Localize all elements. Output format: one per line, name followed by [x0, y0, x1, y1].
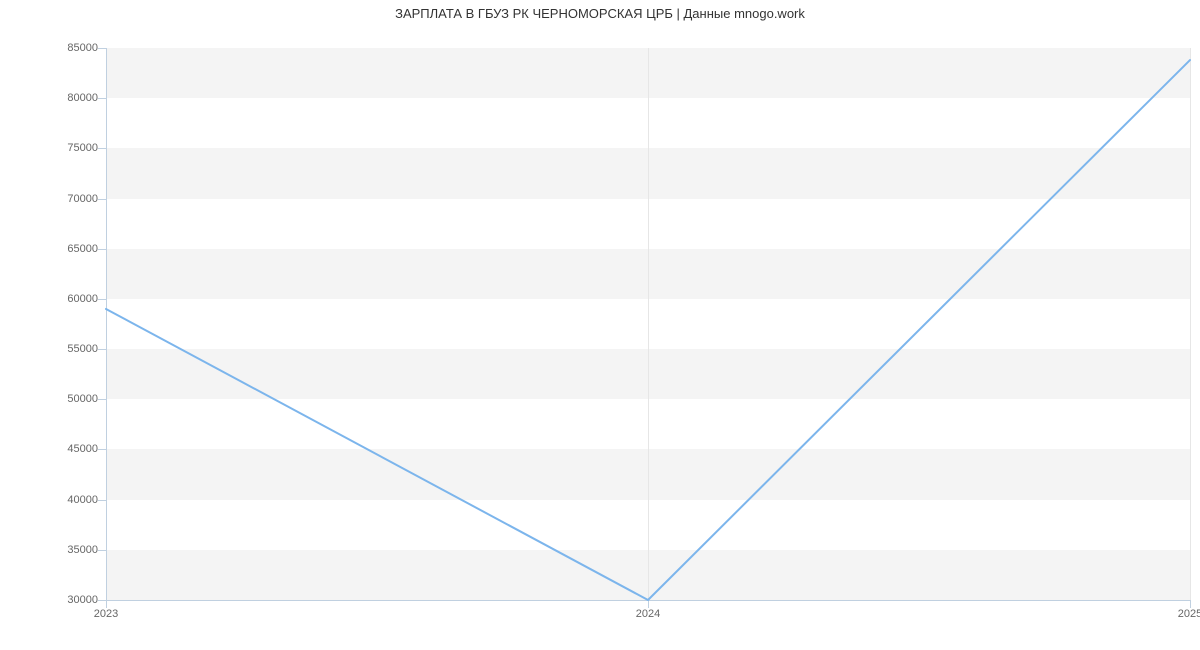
x-axis-label: 2023	[94, 608, 118, 620]
y-tick	[98, 399, 106, 400]
y-tick	[98, 600, 106, 601]
x-axis-label: 2024	[636, 608, 660, 620]
y-axis-label: 40000	[67, 494, 98, 506]
y-tick	[98, 199, 106, 200]
y-axis-label: 55000	[67, 343, 98, 355]
gridline-vertical	[1190, 48, 1191, 600]
plot-area: 2023202420253000035000400004500050000550…	[106, 48, 1190, 600]
y-axis-label: 45000	[67, 443, 98, 455]
y-axis-label: 35000	[67, 544, 98, 556]
chart-title: ЗАРПЛАТА В ГБУЗ РК ЧЕРНОМОРСКАЯ ЦРБ | Да…	[0, 6, 1200, 21]
series-layer	[106, 48, 1190, 600]
y-axis-label: 75000	[67, 142, 98, 154]
y-axis-label: 60000	[67, 293, 98, 305]
y-axis-label: 85000	[67, 42, 98, 54]
y-tick	[98, 349, 106, 350]
y-axis-label: 80000	[67, 92, 98, 104]
y-tick	[98, 48, 106, 49]
series-line-salary	[106, 60, 1190, 600]
y-tick	[98, 299, 106, 300]
y-tick	[98, 148, 106, 149]
x-tick	[648, 600, 649, 608]
x-tick	[106, 600, 107, 608]
y-tick	[98, 550, 106, 551]
y-tick	[98, 449, 106, 450]
y-axis-label: 65000	[67, 243, 98, 255]
y-tick	[98, 98, 106, 99]
y-axis-label: 70000	[67, 193, 98, 205]
y-axis-label: 50000	[67, 393, 98, 405]
y-axis-label: 30000	[67, 594, 98, 606]
x-tick	[1190, 600, 1191, 608]
line-chart: ЗАРПЛАТА В ГБУЗ РК ЧЕРНОМОРСКАЯ ЦРБ | Да…	[0, 0, 1200, 650]
y-tick	[98, 500, 106, 501]
y-tick	[98, 249, 106, 250]
x-axis-label: 2025	[1178, 608, 1200, 620]
